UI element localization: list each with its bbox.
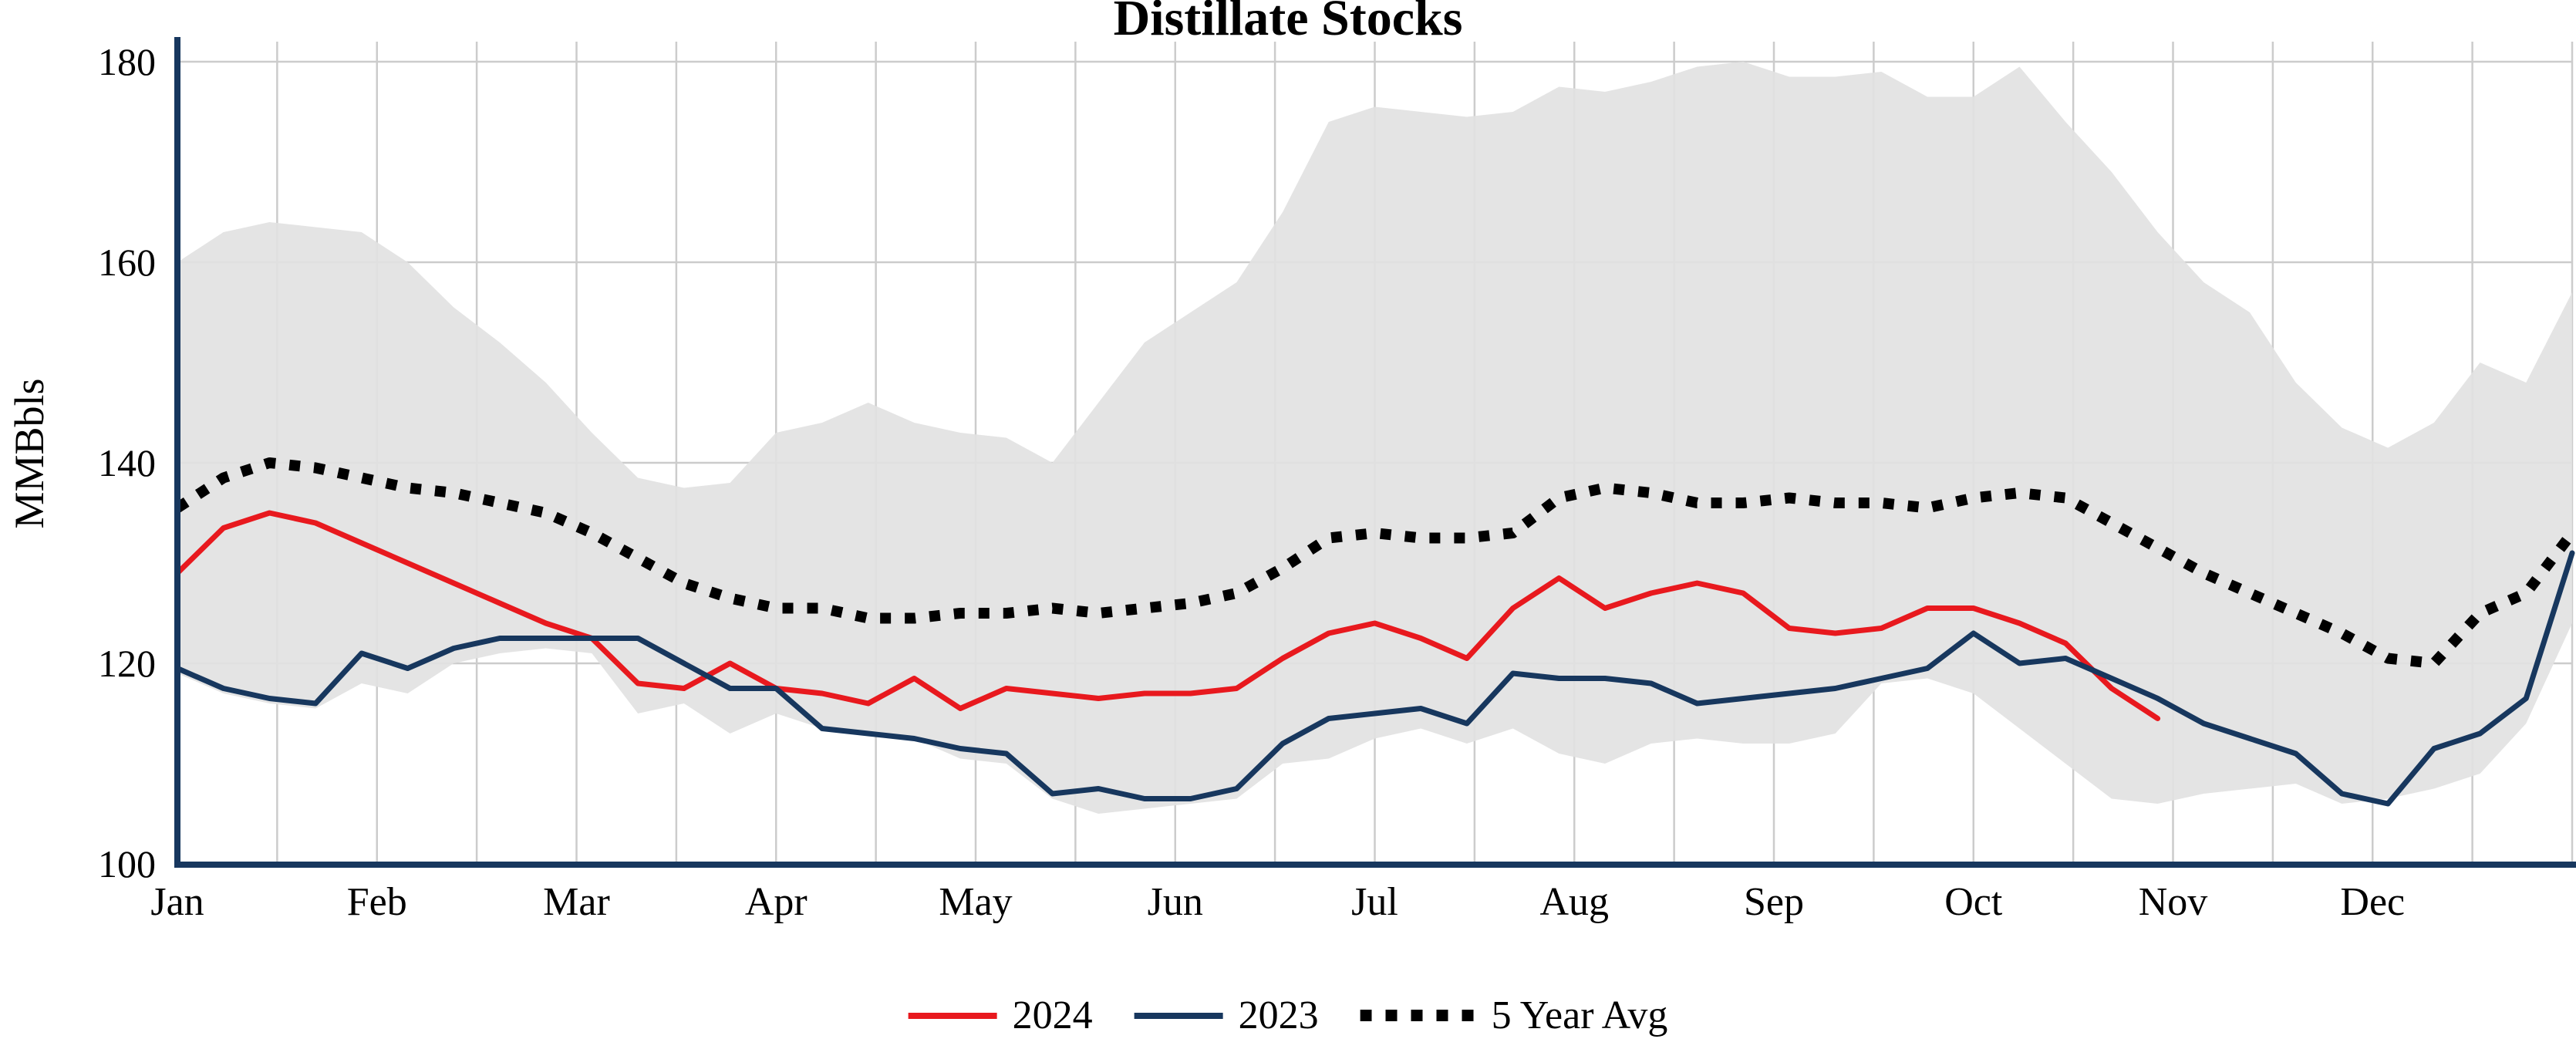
legend-item-5-year-avg: 5 Year Avg bbox=[1360, 993, 1668, 1038]
legend-item-2024: 2024 bbox=[908, 993, 1093, 1038]
legend-swatch-2023 bbox=[1134, 1012, 1223, 1019]
svg-text:Nov: Nov bbox=[2139, 880, 2208, 924]
svg-text:140: 140 bbox=[98, 441, 156, 484]
legend-label-2024: 2024 bbox=[1012, 993, 1093, 1037]
chart-title: Distillate Stocks bbox=[1113, 0, 1463, 46]
svg-text:100: 100 bbox=[98, 842, 156, 885]
legend: 2024 2023 5 Year Avg bbox=[908, 993, 1668, 1038]
legend-label-5-year-avg: 5 Year Avg bbox=[1491, 993, 1668, 1037]
svg-text:160: 160 bbox=[98, 241, 156, 284]
legend-label-2023: 2023 bbox=[1238, 993, 1319, 1037]
svg-text:Sep: Sep bbox=[1744, 880, 1804, 924]
svg-text:Jun: Jun bbox=[1148, 880, 1203, 924]
svg-text:120: 120 bbox=[98, 642, 156, 685]
legend-swatch-2024 bbox=[908, 1012, 997, 1019]
svg-text:Feb: Feb bbox=[347, 880, 407, 924]
legend-swatch-5-year-avg bbox=[1360, 1010, 1476, 1021]
svg-text:Apr: Apr bbox=[745, 880, 808, 924]
svg-text:Jul: Jul bbox=[1351, 880, 1398, 924]
svg-text:180: 180 bbox=[98, 40, 156, 83]
svg-text:Aug: Aug bbox=[1539, 880, 1609, 924]
svg-text:May: May bbox=[939, 880, 1012, 924]
legend-item-2023: 2023 bbox=[1134, 993, 1319, 1038]
svg-text:Oct: Oct bbox=[1944, 880, 2003, 924]
svg-text:Mar: Mar bbox=[543, 880, 610, 924]
svg-text:Jan: Jan bbox=[150, 880, 204, 924]
svg-text:Dec: Dec bbox=[2340, 880, 2405, 924]
